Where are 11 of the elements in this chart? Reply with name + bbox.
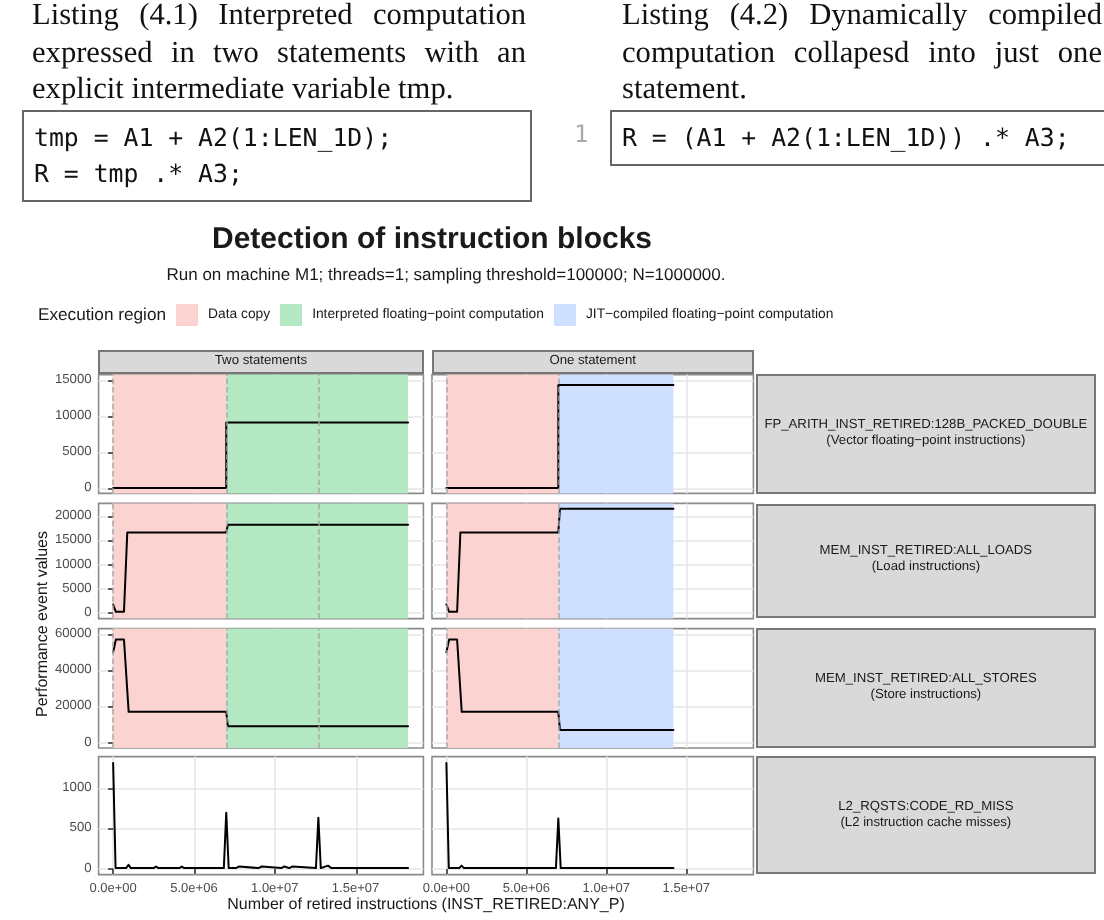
text: R = tmp .* A3;: [34, 156, 245, 192]
y-axis-title: Performance event values: [32, 531, 51, 717]
text: 1: [574, 120, 589, 148]
chart-title: Detection of instruction blocks: [209, 222, 655, 258]
x-axis-title: Number of retired instructions (INST_RETIRED:ANY_P): [227, 895, 625, 914]
text: tmp = A1 + A2(1:LEN_1D);: [34, 120, 395, 156]
legend-title: Execution region: [38, 304, 167, 324]
text: Listing (4.2) Dynamically compiled computation collapesd into just one statement.: [622, 0, 1102, 109]
text: R = (A1 + A2(1:LEN_1D)) .* A3;: [622, 120, 1072, 156]
chart-subtitle: Run on machine M1; threads=1; sampling threshold=100000; N=1000000.: [164, 264, 728, 286]
text: Listing (4.1) Interpreted computation expressed in two statements with an explicit intermediate variable tmp.: [32, 0, 526, 109]
